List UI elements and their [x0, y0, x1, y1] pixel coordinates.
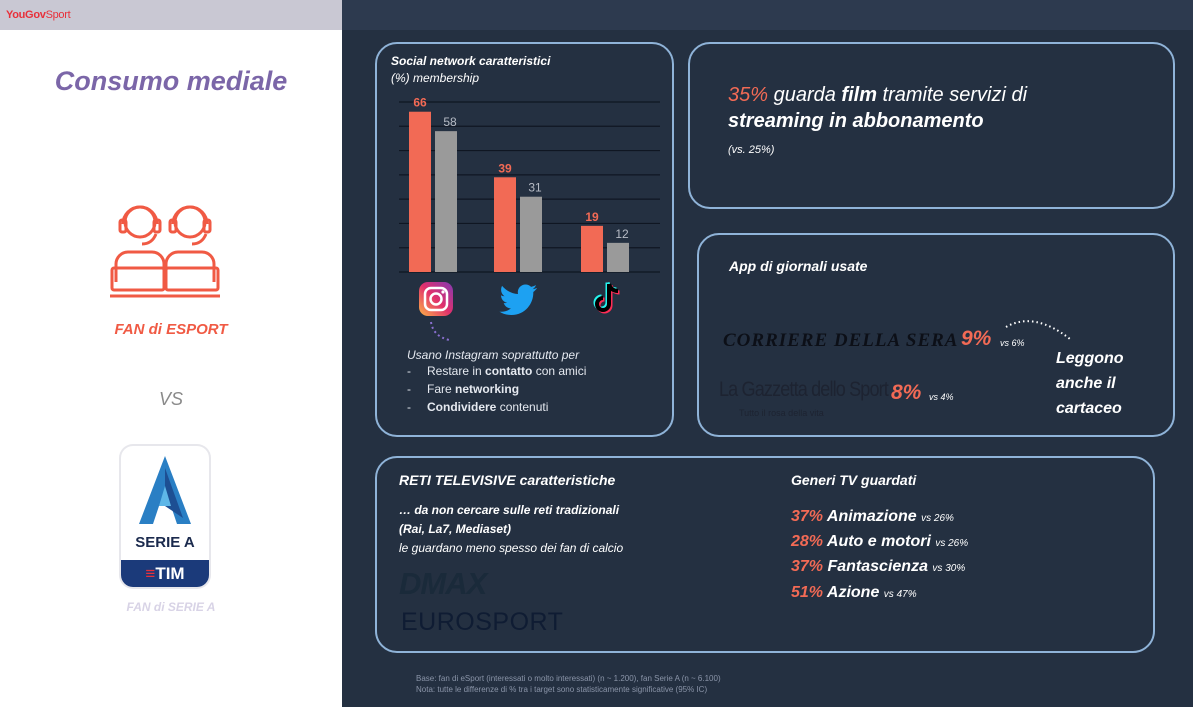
- tv-line-1: … da non cercare sulle reti tradizionali: [399, 503, 620, 517]
- dotted-arrow-icon: [430, 321, 450, 341]
- corriere-pct: 9%: [961, 327, 992, 350]
- data-label: 12: [615, 227, 629, 241]
- tv-line-2: (Rai, La7, Mediaset): [399, 522, 512, 536]
- gazzetta-logo: La Gazzetta dello Sport: [719, 378, 889, 401]
- genre-vs: vs 47%: [883, 589, 917, 600]
- streaming-card: 35% guarda film tramite servizi di strea…: [688, 42, 1175, 209]
- tv-line-3: le guardano meno spesso dei fan di calci…: [399, 541, 624, 555]
- genre-vs: vs 30%: [932, 563, 966, 574]
- genre-pct: 28%: [791, 533, 824, 550]
- bullet-3-bold: Condividere: [427, 400, 497, 414]
- bullet-1-pre: Restare in: [427, 364, 486, 378]
- brand-suffix: Sport: [45, 9, 71, 21]
- genre-row: 28% Auto e motori vs 26%: [791, 533, 968, 551]
- footer-line-2: Nota: tutte le differenze di % tra i tar…: [416, 685, 708, 694]
- footer-line-1: Base: fan di eSport (interessati o molto…: [416, 674, 721, 683]
- page-title: Consumo mediale: [54, 66, 288, 96]
- leggono-text: Leggono anche il cartaceo: [1056, 346, 1124, 421]
- genre-pct: 51%: [791, 584, 824, 601]
- dotted-arc-icon: [1005, 320, 1071, 340]
- genres-title: Generi TV guardati: [791, 472, 917, 488]
- data-label: 58: [443, 115, 457, 129]
- bar-tiktok-0: [581, 225, 603, 272]
- bullet-2-pre: Fare: [427, 382, 456, 396]
- bullet-1-bold: contatto: [485, 364, 533, 378]
- twitter-icon: [499, 284, 538, 315]
- genre-vs: vs 26%: [935, 538, 969, 549]
- bullet-1-post: con amici: [532, 364, 587, 378]
- bullet-3: - Condividere contenuti: [407, 400, 549, 414]
- bar-instagram-0: [409, 111, 431, 272]
- bullet-1: - Restare in contatto con amici: [407, 364, 587, 378]
- streaming-text-2: tramite servizi di: [876, 84, 1028, 106]
- newspaper-title: App di giornali usate: [729, 258, 868, 274]
- bullet-2: - Fare networking: [407, 382, 520, 396]
- right-top-bar: [342, 0, 1193, 30]
- data-label: 39: [498, 161, 512, 175]
- dmax-logo: DMAX: [399, 566, 487, 601]
- bullet-2-bold: networking: [455, 382, 520, 396]
- bar-twitter-0: [494, 177, 516, 272]
- gazzetta-pct: 8%: [891, 381, 922, 404]
- genre-vs: vs 26%: [921, 513, 954, 524]
- brand-name: YouGov: [6, 9, 46, 21]
- genre-row: 37% Fantascienza vs 30%: [791, 558, 965, 576]
- social-bar-chart: 66 58 39 31 19 12: [399, 96, 660, 273]
- streaming-vs: (vs. 25%): [728, 144, 775, 156]
- esport-fans-icon: [110, 205, 220, 298]
- streaming-bold-1: film: [841, 84, 877, 106]
- serie-a-text: SERIE A: [135, 534, 195, 551]
- instagram-usage-intro: Usano Instagram soprattutto per: [407, 348, 580, 362]
- genre-row: 37% Animazione vs 26%: [791, 508, 954, 526]
- data-label: 66: [413, 96, 427, 110]
- streaming-text-1: guarda: [768, 84, 842, 106]
- tim-mark: ≡: [145, 564, 156, 583]
- tv-title: RETI TELEVISIVE caratteristiche: [399, 472, 616, 488]
- gazzetta-tagline: Tutto il rosa della vita: [739, 408, 824, 418]
- bar-instagram-1: [435, 131, 457, 272]
- leggono-line-2: anche il: [1056, 375, 1116, 392]
- right-panel: Social network caratteristici (%) member…: [342, 0, 1193, 707]
- instagram-icon: [419, 282, 453, 316]
- newspaper-apps-card: App di giornali usate CORRIERE DELLA SER…: [697, 233, 1175, 437]
- genre-name: Auto e motori: [826, 533, 931, 550]
- streaming-bold-2: streaming in abbonamento: [728, 110, 984, 132]
- vs-label: VS: [158, 389, 183, 409]
- bar-twitter-1: [520, 196, 542, 272]
- corriere-vs: vs 6%: [1000, 338, 1025, 348]
- footer-note: Base: fan di eSport (interessati o molto…: [416, 673, 721, 695]
- brand-logo: YouGovSport: [6, 9, 71, 21]
- genre-name: Animazione: [826, 508, 917, 525]
- tim-sponsor: ≡TIM: [121, 560, 209, 587]
- bar-tiktok-1: [607, 242, 629, 272]
- social-subtitle: (%) membership: [391, 71, 480, 85]
- genre-name: Fantascienza: [827, 558, 928, 575]
- genre-row: 51% Azione vs 47%: [791, 584, 917, 602]
- gazzetta-vs: vs 4%: [929, 392, 954, 402]
- bullet-3-post: contenuti: [496, 400, 549, 414]
- social-title: Social network caratteristici: [391, 54, 551, 68]
- genre-pct: 37%: [791, 558, 824, 575]
- tv-card: RETI TELEVISIVE caratteristiche … da non…: [375, 456, 1155, 653]
- genre-pct: 37%: [791, 508, 824, 525]
- corriere-logo: CORRIERE DELLA SERA: [723, 330, 959, 351]
- streaming-statement: 35% guarda film tramite servizi di strea…: [728, 82, 1027, 163]
- data-label: 31: [528, 181, 542, 195]
- fan-esport-label: FAN di ESPORT: [114, 321, 228, 338]
- leggono-line-1: Leggono: [1056, 350, 1124, 367]
- streaming-pct: 35%: [728, 84, 769, 106]
- tiktok-icon: [593, 281, 620, 314]
- serie-a-shield-icon: [139, 456, 191, 524]
- top-bar: YouGovSport: [0, 0, 342, 30]
- social-network-card: Social network caratteristici (%) member…: [375, 42, 674, 437]
- genre-name: Azione: [826, 584, 880, 601]
- tim-text: TIM: [155, 564, 185, 583]
- left-panel: YouGovSport Consumo mediale FAN di ESPOR…: [0, 0, 342, 707]
- fan-seriea-label: FAN di SERIE A: [126, 600, 216, 614]
- data-label: 19: [585, 210, 599, 224]
- leggono-line-3: cartaceo: [1056, 400, 1122, 417]
- serie-a-logo: SERIE A ≡TIM: [121, 446, 209, 587]
- eurosport-logo: EUROSPORT: [401, 608, 564, 636]
